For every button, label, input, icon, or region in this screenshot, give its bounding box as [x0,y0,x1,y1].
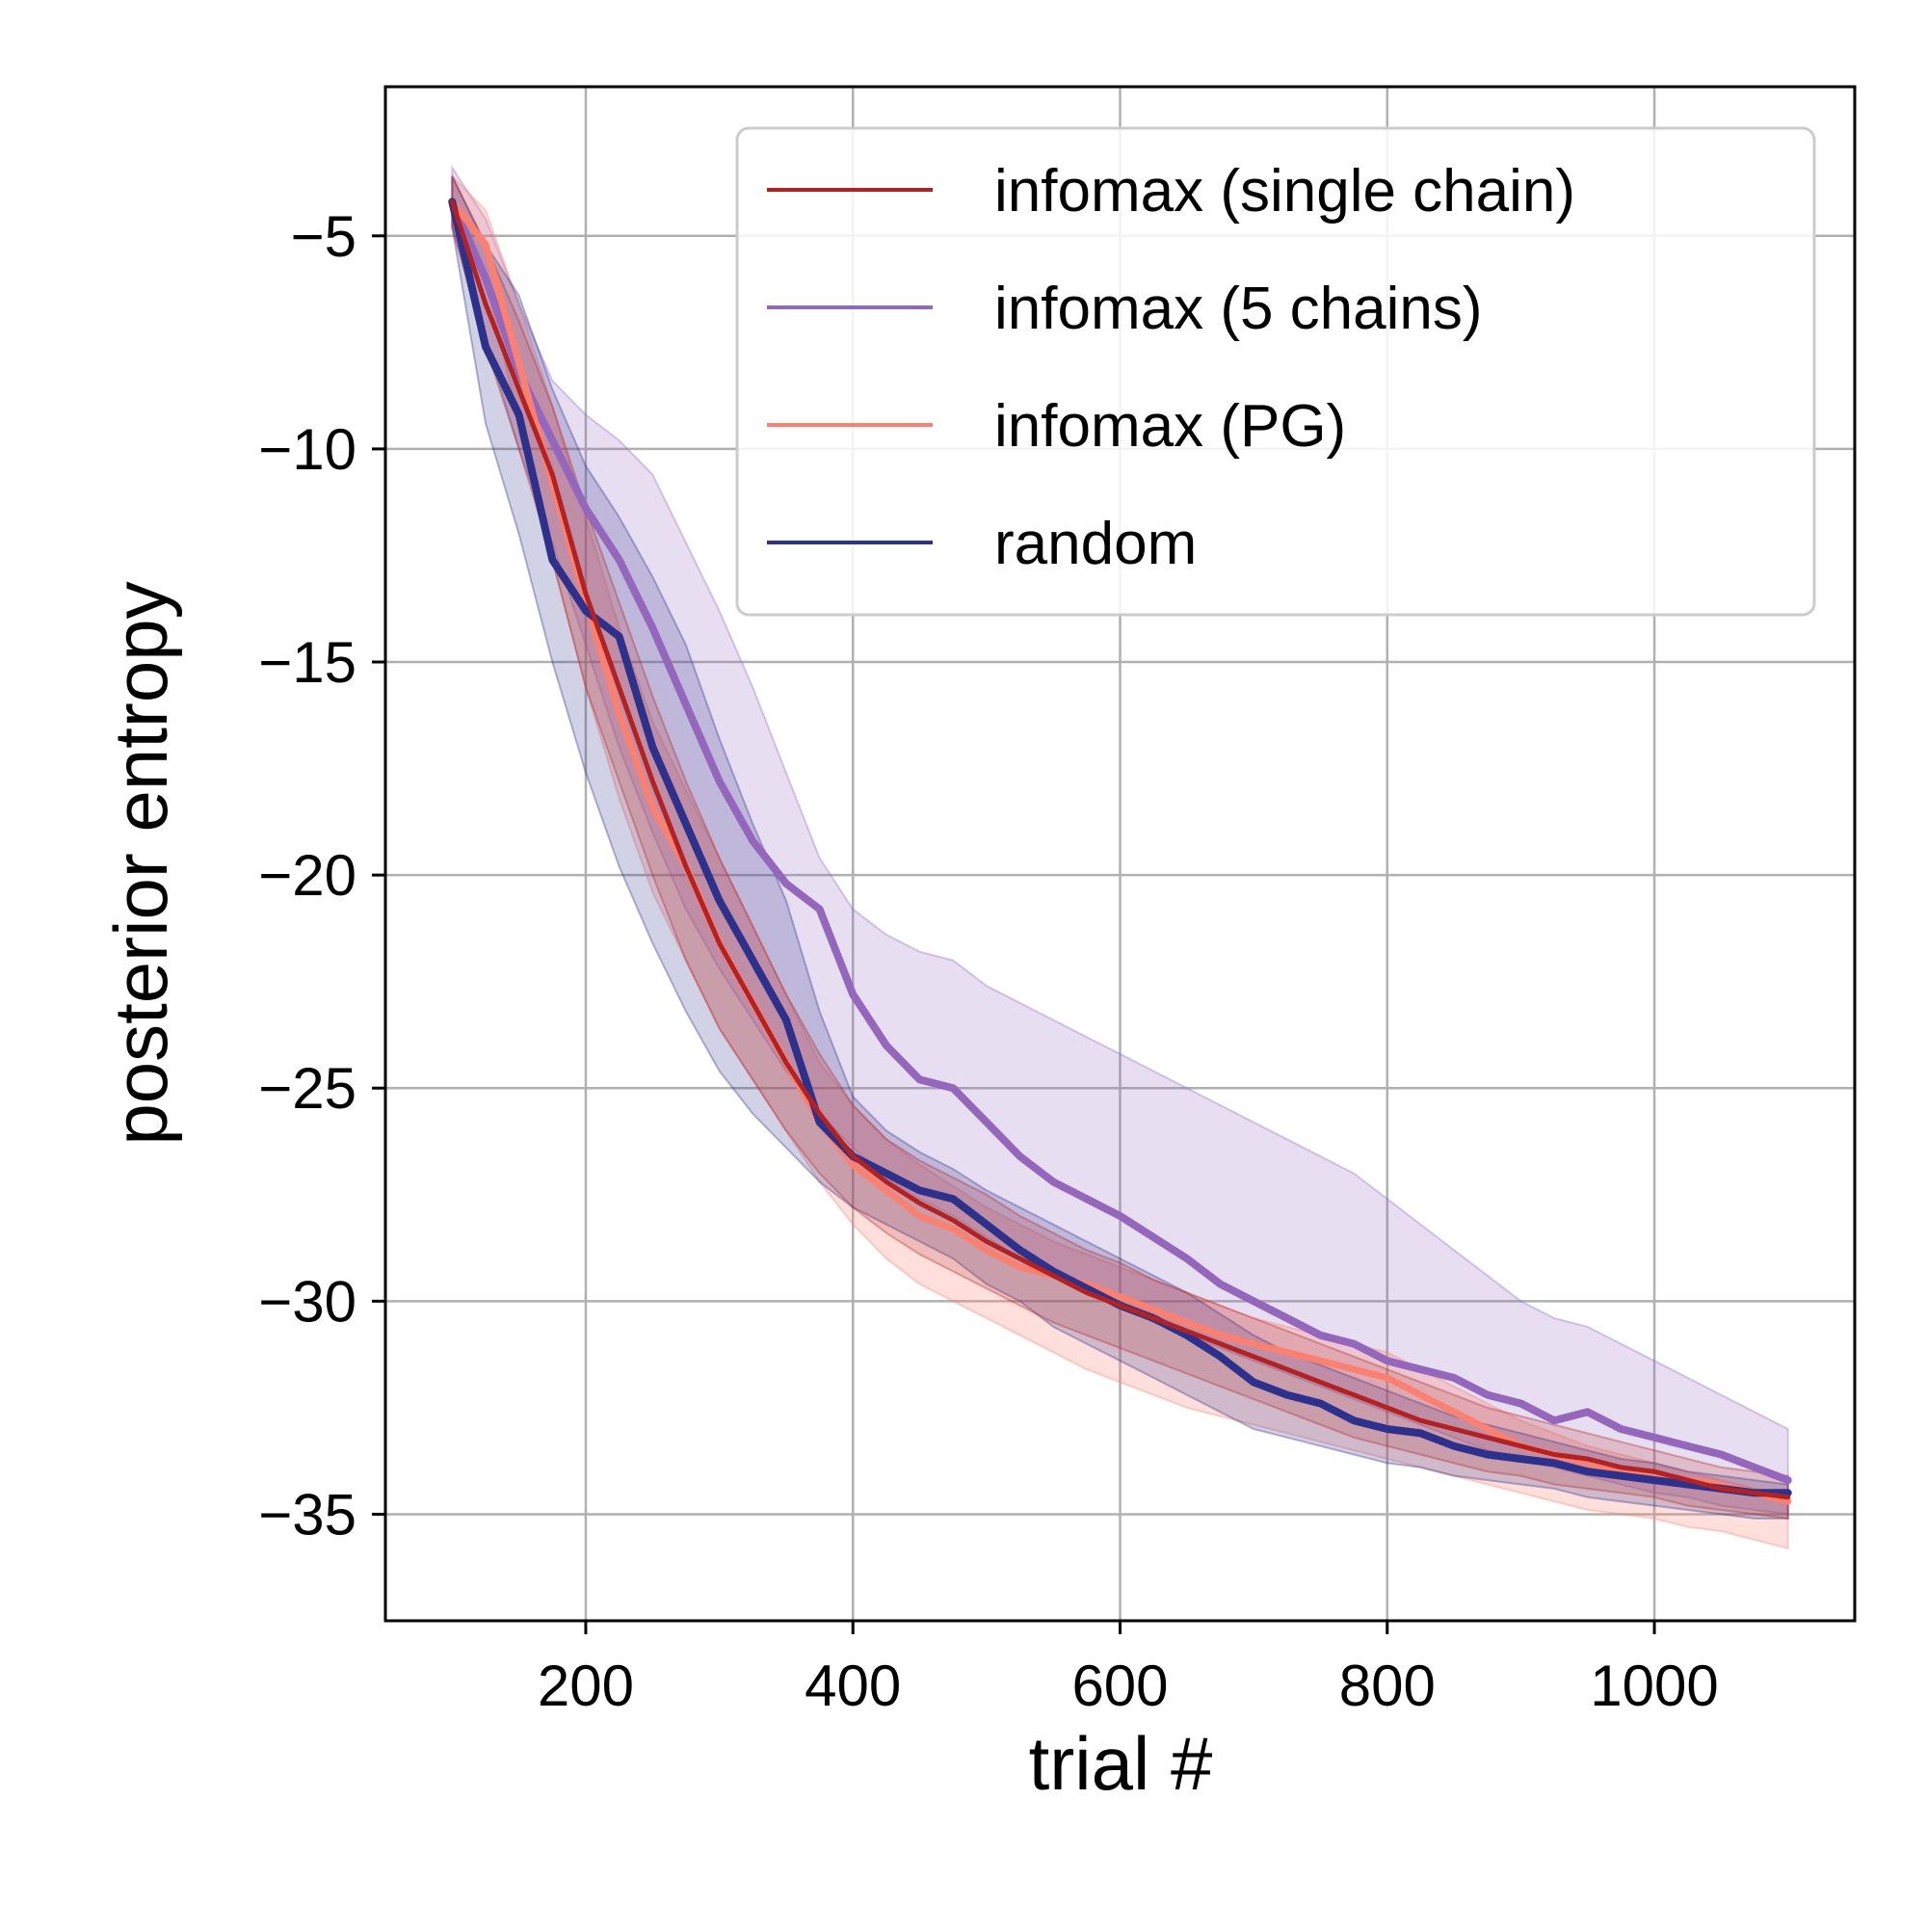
series-line [449,198,1791,1500]
confidence-band [451,175,1789,1520]
confidence-band [451,175,1789,1521]
y-tick-label: −10 [258,417,356,482]
y-tick-label: −35 [258,1482,356,1547]
legend-label: infomax (single chain) [994,158,1575,225]
axis-ticks: 200 400 600 800 1000 −5 −10 −15 −20 −25 −30 −35 [258,204,1719,1718]
x-tick-label: 400 [805,1654,901,1718]
legend-entry: infomax (single chain) [767,158,1575,225]
y-tick-label: −30 [258,1269,356,1334]
legend-label: infomax (PG) [994,393,1346,460]
y-axis-title: posterior entropy [98,581,183,1145]
y-tick-label: −20 [258,843,356,908]
legend-entry: infomax (PG) [767,393,1346,460]
x-tick-label: 600 [1071,1654,1168,1718]
legend-label: random [994,511,1197,577]
x-tick-label: 800 [1339,1654,1436,1718]
x-tick-label: 200 [538,1654,634,1718]
x-tick-label: 1000 [1590,1654,1718,1718]
legend-entry: infomax (5 chains) [767,276,1483,342]
uncertainty-bands [451,164,1789,1550]
legend-box [735,126,1816,617]
legend-entry: random [767,511,1197,577]
y-tick-label: −15 [258,630,356,695]
series-line [448,198,1792,1485]
legend: infomax (single chain) infomax (5 chains… [735,126,1816,617]
legend-label: infomax (5 chains) [994,276,1483,342]
confidence-band [451,173,1789,1550]
y-tick-label: −5 [291,204,356,269]
x-axis-title: trial # [1029,1721,1213,1806]
y-tick-label: −25 [258,1056,356,1121]
series-lines [448,198,1792,1505]
